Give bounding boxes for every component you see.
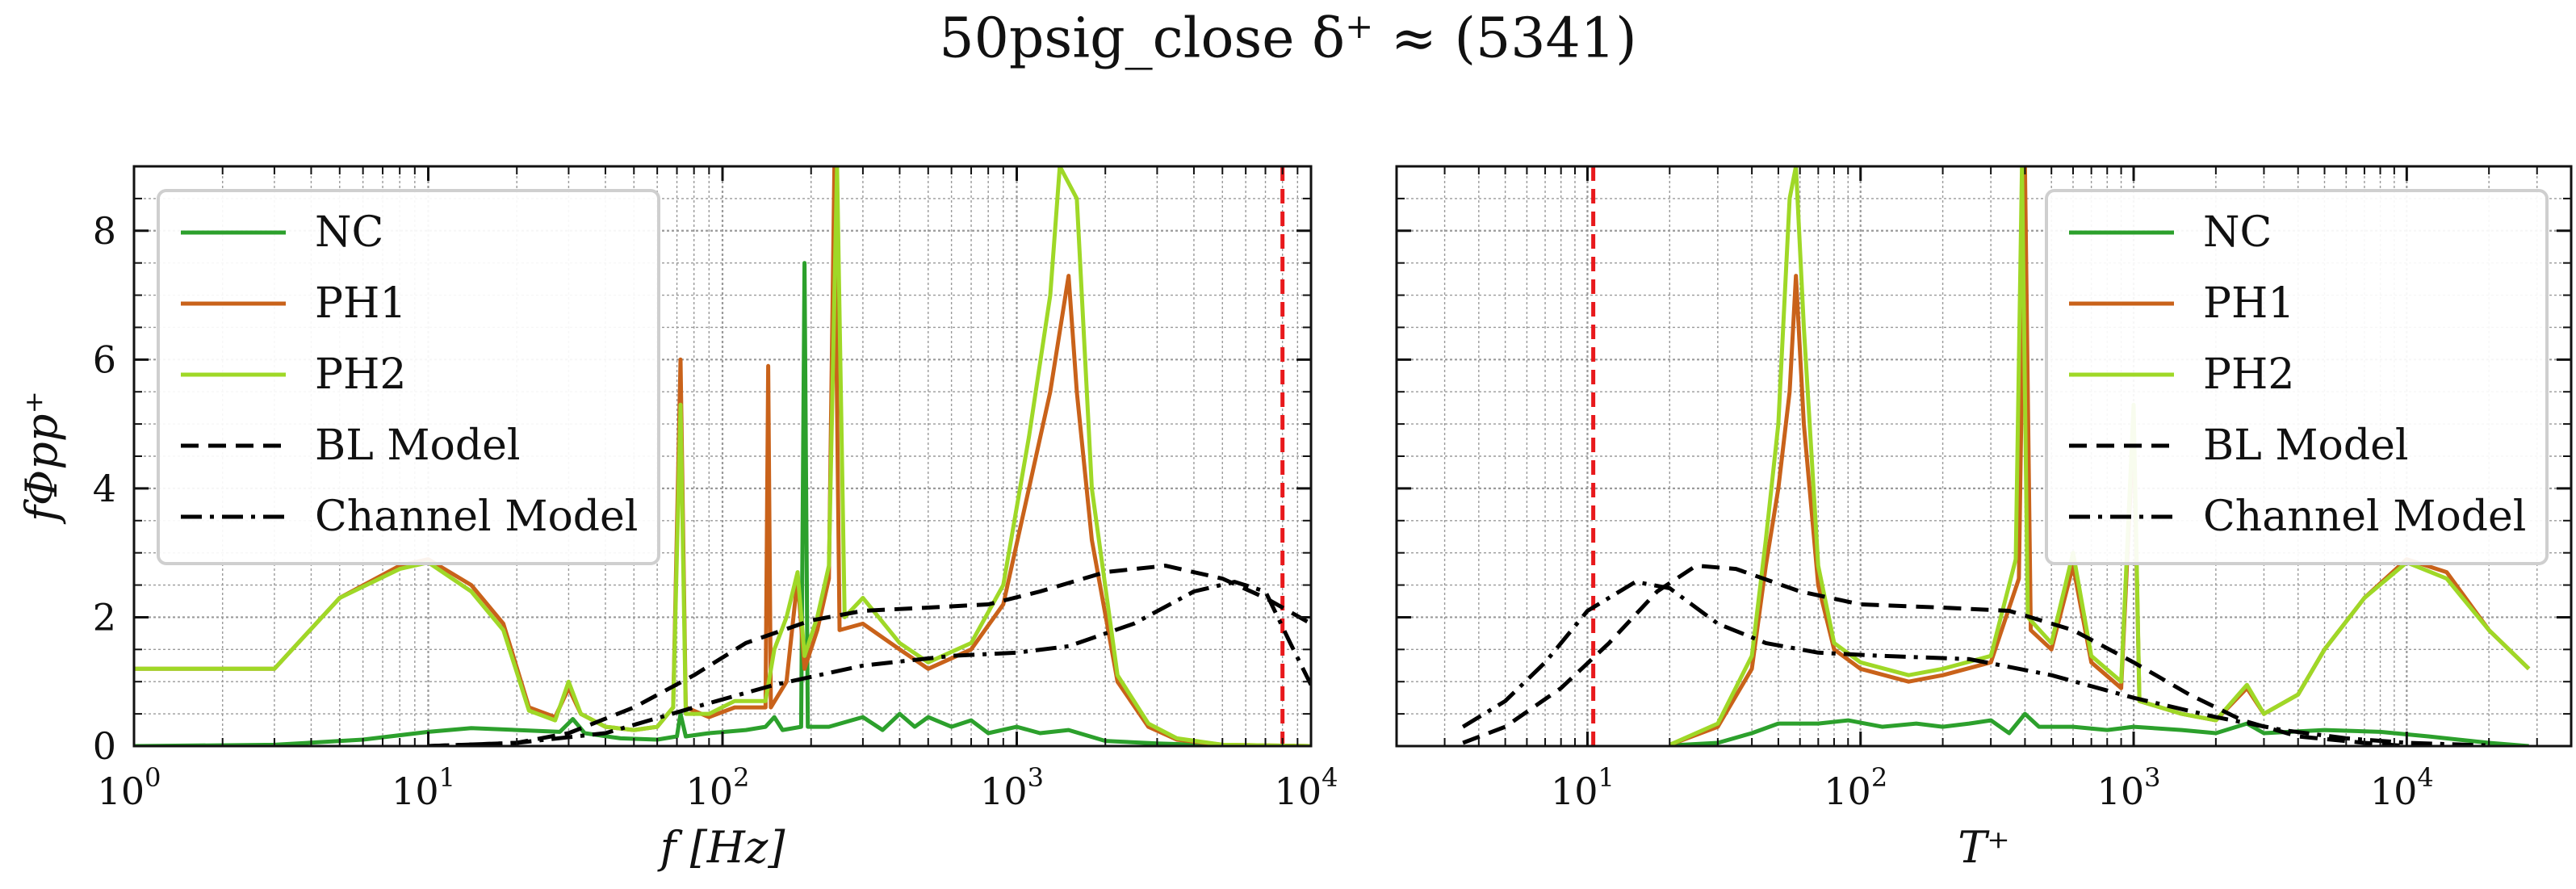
x-tick-label: 100 <box>98 762 161 813</box>
y-axis-label: fΦpp⁺ <box>16 391 67 525</box>
y-tick-label: 4 <box>93 467 116 510</box>
ticks <box>132 166 1313 748</box>
plot-area <box>134 166 1311 746</box>
grid <box>134 166 1311 746</box>
x-tick-label: 103 <box>980 762 1044 813</box>
x-tick-label: 101 <box>1551 762 1615 813</box>
series-line-nc <box>1669 711 2529 746</box>
x-tick-label: 103 <box>2097 762 2161 813</box>
x-tick-label: 104 <box>2370 762 2434 813</box>
x-axis-label: T⁺ <box>1958 822 2010 873</box>
legend-label: NC <box>2203 208 2272 257</box>
legend-label: Channel Model <box>2203 493 2526 541</box>
legend-label: PH1 <box>2203 279 2294 328</box>
series-line-ph2 <box>134 166 1311 746</box>
legend-label: PH2 <box>315 350 406 399</box>
series-line-bl-model <box>428 564 1311 746</box>
title-main: 50psig_close δ <box>939 6 1346 71</box>
x-tick-label: 101 <box>392 762 455 813</box>
legend: NC PH1 PH2 BL Model Channel Model <box>157 189 660 565</box>
right-panel: 101 102 103 104 T⁺ NC PH1 PH2 BL Model Channel Mo… <box>1395 165 2573 873</box>
y-tick-label: 8 <box>93 209 116 253</box>
title-superscript: + <box>1345 6 1374 46</box>
figure-title: 50psig_close δ+ ≈ (5341) <box>0 6 2576 71</box>
x-axis-label: f [Hz] <box>657 822 786 873</box>
legend-label: Channel Model <box>315 493 638 541</box>
legend-label: BL Model <box>315 421 521 470</box>
legend-label: PH1 <box>315 279 406 328</box>
title-tail: ≈ (5341) <box>1373 6 1637 71</box>
ticks <box>1396 166 2572 748</box>
legend-label: NC <box>315 208 383 257</box>
x-tick-label: 104 <box>1275 762 1338 813</box>
plot-area <box>1461 166 2531 746</box>
legend-box <box>157 189 660 565</box>
x-tick-label: 102 <box>1824 762 1887 813</box>
y-tick-label: 2 <box>93 595 116 639</box>
y-tick-label: 0 <box>93 724 116 768</box>
legend: NC PH1 PH2 BL Model Channel Model <box>2045 189 2549 565</box>
series-line-channel-model <box>1461 580 2490 746</box>
x-tick-label: 102 <box>686 762 750 813</box>
y-tick-label: 6 <box>93 338 116 381</box>
legend-box <box>2045 189 2549 565</box>
series-line-channel-model <box>428 580 1311 746</box>
left-panel: 100 101 102 103 104 0 2 4 6 8 f [Hz] fΦpp⁺ NC PH1 PH2 B… <box>16 165 1338 873</box>
legend-label: PH2 <box>2203 350 2294 399</box>
series-line-nc <box>134 261 1311 746</box>
series-line-ph1 <box>134 166 1311 746</box>
series-line-ph2 <box>1669 166 2531 746</box>
legend-label: BL Model <box>2203 421 2409 470</box>
